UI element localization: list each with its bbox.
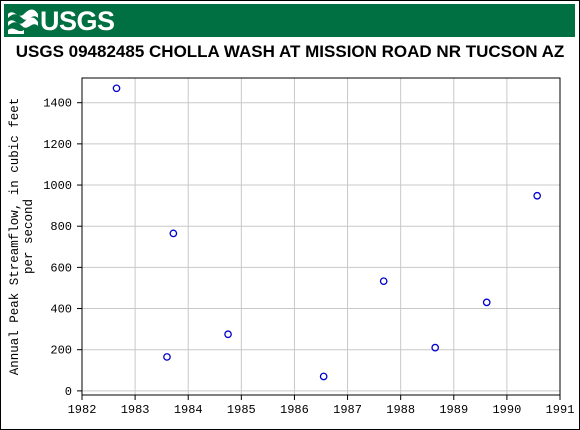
plot-border [81,77,561,396]
usgs-banner: USGS [4,4,575,37]
y-tick-label: 1000 [43,179,72,193]
usgs-wave-icon [8,9,38,34]
usgs-logo[interactable]: USGS [8,7,115,35]
logo-text: USGS [40,6,115,36]
y-tick-label: 200 [50,344,72,358]
data-point [533,191,542,200]
y-tick-label: 1400 [43,97,72,111]
data-point [169,229,178,238]
data-point [319,372,328,381]
y-axis-title: per second [22,199,36,274]
data-point [379,277,388,286]
x-tick-label: 1982 [68,403,97,417]
data-point [163,353,171,361]
chart-title: USGS 09482485 CHOLLA WASH AT MISSION ROA… [15,42,565,61]
y-tick-label: 800 [50,220,72,234]
data-point [482,298,491,307]
y-tick-label: 1200 [43,138,72,152]
data-point [224,330,232,339]
plot-area [82,78,560,395]
x-tick-label: 1984 [174,403,203,417]
data-point [431,343,440,352]
x-tick-label: 1987 [333,403,362,417]
x-tick-label: 1988 [386,403,415,417]
x-tick-label: 1983 [121,403,150,417]
x-tick-label: 1985 [227,403,256,417]
data-point [112,84,121,93]
y-tick-label: 400 [50,303,72,317]
y-tick-label: 600 [50,261,72,275]
x-tick-label: 1991 [546,403,575,417]
x-tick-label: 1989 [439,403,468,417]
y-axis-title: Annual Peak Streamflow, in cubic feet [8,98,22,376]
x-tick-label: 1986 [280,403,309,417]
x-tick-label: 1990 [492,403,521,417]
y-tick-label: 0 [65,385,72,399]
